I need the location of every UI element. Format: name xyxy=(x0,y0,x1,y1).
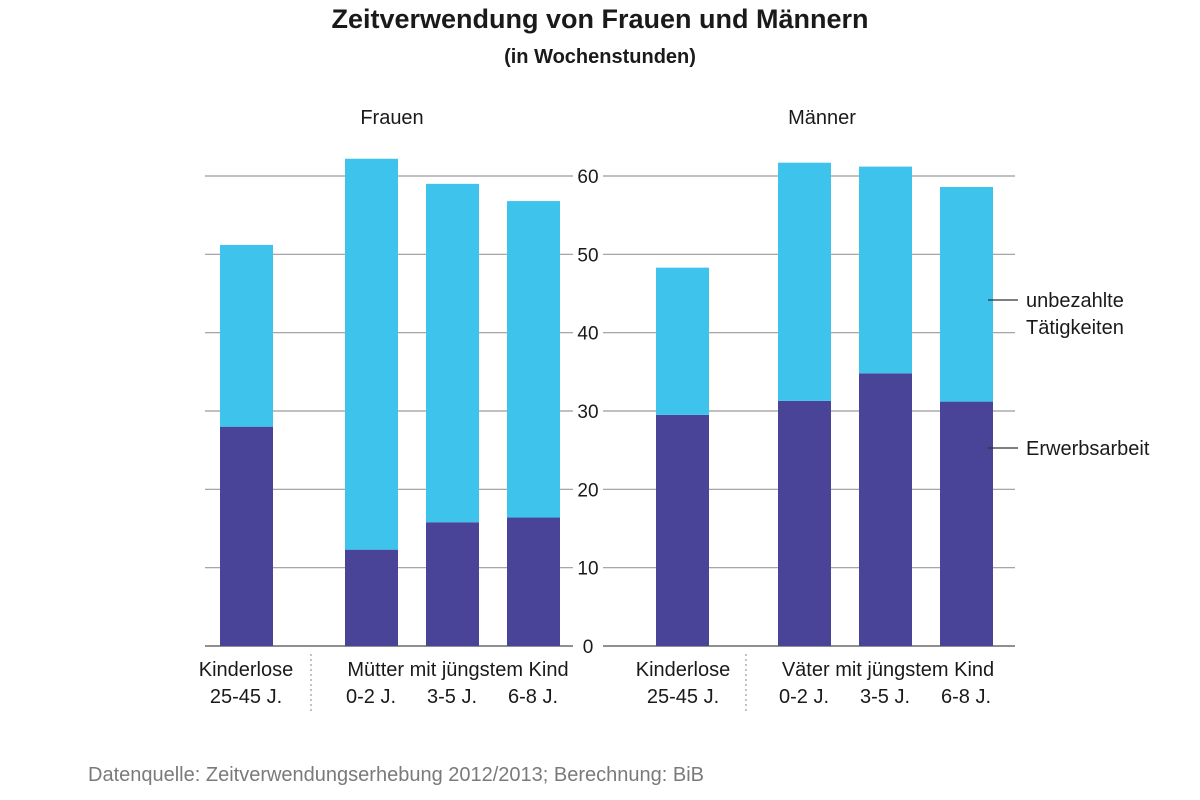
bar-frauen-2-unbezahlte xyxy=(426,183,479,523)
y-tick-label-30: 30 xyxy=(577,402,598,423)
bar-maenner-2-unbezahlte xyxy=(859,166,912,374)
category-label-maenner-1-0: 0-2 J. xyxy=(779,686,829,708)
category-label-maenner-0-0: Kinderlose xyxy=(636,659,731,681)
bar-frauen-3-unbezahlte xyxy=(507,201,560,518)
y-axis: 0 10 20 30 40 50 60 xyxy=(577,167,598,658)
category-label-maenner-0-1: 25-45 J. xyxy=(647,686,719,708)
category-label-frauen-0-0: Kinderlose xyxy=(199,659,294,681)
bar-frauen-2-erwerbsarbeit xyxy=(426,522,479,646)
bar-frauen-0-erwerbsarbeit xyxy=(220,426,273,646)
bar-maenner-2-erwerbsarbeit xyxy=(859,373,912,646)
x-axis-labels: Mütter mit jüngstem Kind Kinderlose 25-45 … xyxy=(199,654,994,712)
bar-maenner-3-unbezahlte xyxy=(940,186,993,402)
y-tick-label-0: 0 xyxy=(583,637,594,658)
y-tick-label-40: 40 xyxy=(577,324,598,345)
panel-title-maenner: Männer xyxy=(788,107,856,129)
group-label-frauen: Mütter mit jüngstem Kind xyxy=(347,659,568,681)
legend-label-0-0: unbezahlte xyxy=(1026,290,1124,312)
category-label-maenner-2-0: 3-5 J. xyxy=(860,686,910,708)
bar-maenner-1-unbezahlte xyxy=(778,162,831,401)
category-label-frauen-3-0: 6-8 J. xyxy=(508,686,558,708)
category-label-maenner-3-0: 6-8 J. xyxy=(941,686,991,708)
legend: unbezahlte Tätigkeiten Erwerbsarbeit xyxy=(988,290,1150,460)
y-tick-label-60: 60 xyxy=(577,167,598,188)
group-label-maenner: Väter mit jüngstem Kind xyxy=(782,659,994,681)
bars xyxy=(220,158,993,646)
category-label-frauen-1-0: 0-2 J. xyxy=(346,686,396,708)
bar-maenner-0-unbezahlte xyxy=(656,267,709,415)
panel-title-frauen: Frauen xyxy=(360,107,423,129)
bar-frauen-1-unbezahlte xyxy=(345,158,398,550)
bar-frauen-1-erwerbsarbeit xyxy=(345,549,398,646)
bar-maenner-0-erwerbsarbeit xyxy=(656,414,709,646)
bar-frauen-3-erwerbsarbeit xyxy=(507,517,560,646)
category-label-frauen-2-0: 3-5 J. xyxy=(427,686,477,708)
y-tick-label-20: 20 xyxy=(577,480,598,501)
bar-maenner-3-erwerbsarbeit xyxy=(940,401,993,646)
data-source-note: Datenquelle: Zeitverwendungserhebung 201… xyxy=(88,764,704,786)
chart-title: Zeitverwendung von Frauen und Männern xyxy=(331,4,869,34)
category-label-frauen-0-1: 25-45 J. xyxy=(210,686,282,708)
y-tick-label-50: 50 xyxy=(577,245,598,266)
legend-label-1-0: Erwerbsarbeit xyxy=(1026,438,1150,460)
bar-maenner-1-erwerbsarbeit xyxy=(778,400,831,646)
y-tick-label-10: 10 xyxy=(577,559,598,580)
legend-label-0-1: Tätigkeiten xyxy=(1026,317,1124,339)
bar-frauen-0-unbezahlte xyxy=(220,244,273,427)
chart-subtitle: (in Wochenstunden) xyxy=(504,46,696,68)
panel-titles: Frauen Männer xyxy=(360,107,856,129)
